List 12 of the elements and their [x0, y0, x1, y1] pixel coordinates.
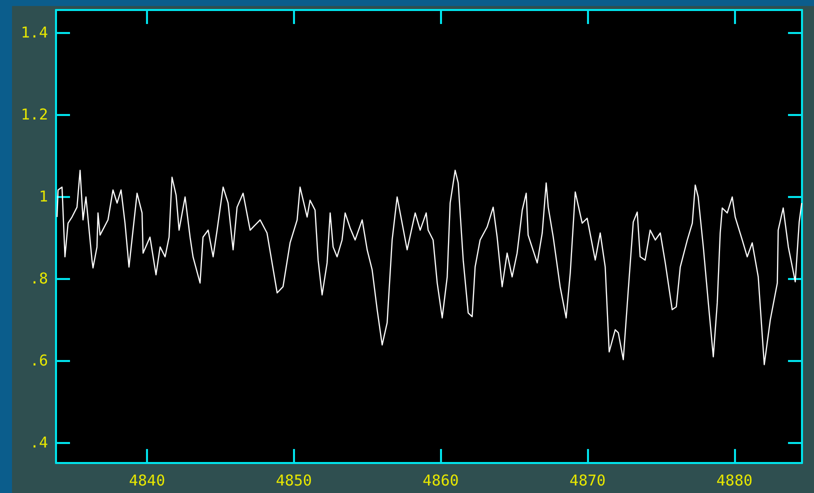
line-series: [56, 170, 802, 366]
x-tick-label: 4880: [716, 472, 753, 490]
x-tick-label: 4860: [422, 472, 459, 490]
x-tick-label: 4870: [570, 472, 606, 490]
y-tick-label: 1.2: [20, 106, 48, 124]
y-tick-label: 1.4: [20, 24, 48, 42]
y-tick-label: .4: [30, 434, 48, 452]
y-tick-label: .8: [30, 270, 48, 288]
x-tick-label: 4850: [276, 472, 312, 490]
x-tick-label: 4840: [128, 472, 166, 490]
y-tick-label: 1: [38, 188, 48, 206]
y-tick-label: .6: [30, 352, 48, 370]
